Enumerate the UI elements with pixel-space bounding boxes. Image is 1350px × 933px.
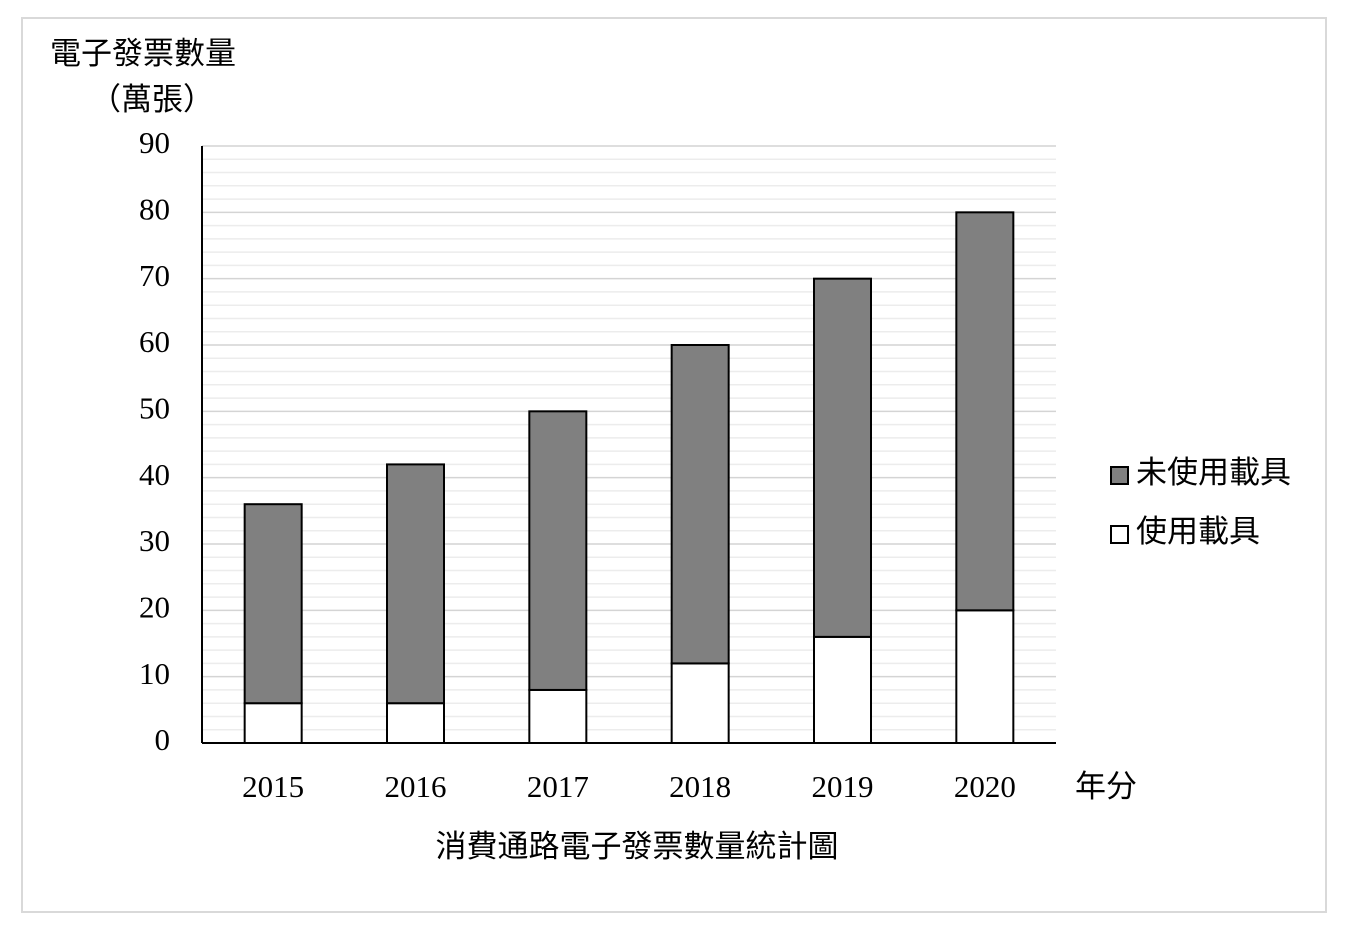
x-tick-label: 2016 <box>385 769 447 804</box>
y-tick-label: 50 <box>139 390 170 425</box>
y-tick-label: 30 <box>139 523 170 558</box>
y-tick-label: 70 <box>139 258 170 293</box>
bar-segment <box>386 702 445 745</box>
chart-title: 消費通路電子發票數量統計圖 <box>436 829 839 864</box>
legend-swatch <box>1110 525 1129 544</box>
y-tick-label: 60 <box>139 324 170 359</box>
y-axis-label: 電子發票數量 <box>50 36 236 71</box>
x-tick-label: 2015 <box>242 769 304 804</box>
bar-segment <box>528 688 588 745</box>
x-tick-label: 2017 <box>527 769 589 804</box>
bar-segment <box>813 635 872 744</box>
bar-segment <box>670 344 730 665</box>
bar-segment <box>243 503 303 705</box>
x-tick-label: 2019 <box>812 769 874 804</box>
bar-segment <box>670 662 730 745</box>
y-axis-unit: （萬張） <box>90 82 214 117</box>
bar-segment <box>813 277 872 638</box>
x-axis-label: 年分 <box>1075 769 1137 804</box>
bar-segment <box>955 609 1015 744</box>
y-tick-label: 40 <box>139 457 170 492</box>
y-tick-label: 20 <box>139 589 170 624</box>
bar-segment <box>243 702 303 745</box>
x-tick-label: 2018 <box>669 769 731 804</box>
legend-label: 使用載具 <box>1136 514 1260 549</box>
legend-swatch <box>1110 466 1129 485</box>
y-tick-label: 80 <box>139 191 170 226</box>
y-tick-label: 0 <box>155 722 171 757</box>
bar-segment <box>955 211 1015 612</box>
y-tick-label: 10 <box>139 656 170 691</box>
bar-segment <box>386 463 445 705</box>
y-tick-label: 90 <box>139 125 170 160</box>
bar-segment <box>528 410 588 691</box>
x-tick-label: 2020 <box>954 769 1016 804</box>
legend-label: 未使用載具 <box>1136 455 1291 490</box>
